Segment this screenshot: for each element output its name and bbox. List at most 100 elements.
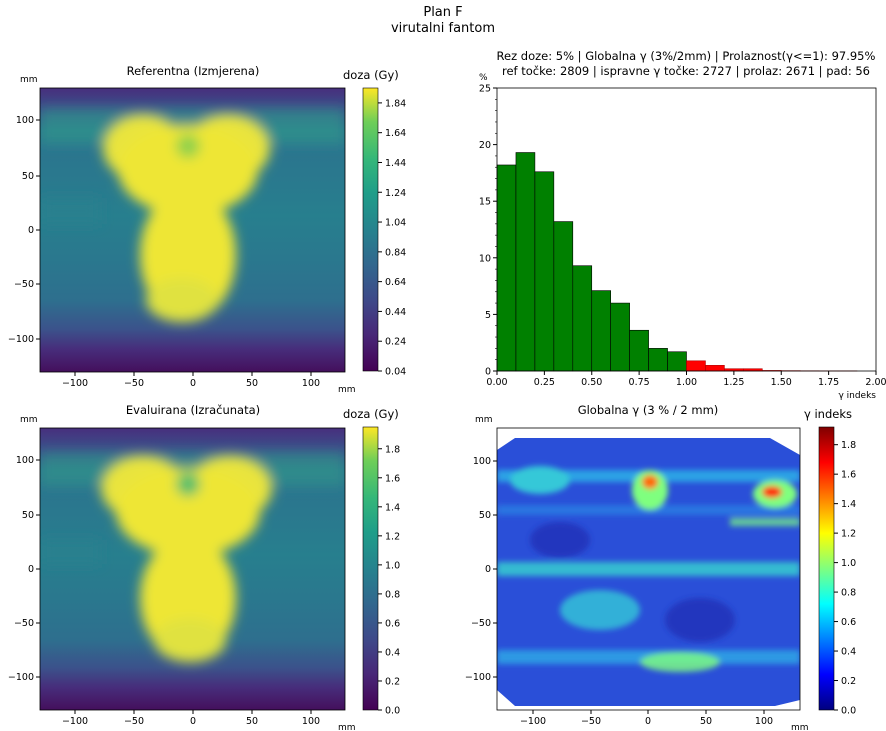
histogram-ytick-label: 10 bbox=[479, 253, 491, 264]
cbar-tick-label: 1.2 bbox=[385, 531, 400, 542]
cbar-tick-label: 0.8 bbox=[385, 589, 400, 600]
reference-x-axis: −100 −50 0 50 100 bbox=[62, 372, 320, 389]
histogram-bar bbox=[667, 351, 687, 372]
cbar-tick-label: 1.4 bbox=[385, 502, 400, 513]
reference-heatmap bbox=[40, 88, 345, 372]
ref-ytick-m50: −50 bbox=[14, 279, 34, 290]
histogram-title-line2: ref točke: 2809 | ispravne γ točke: 2727… bbox=[502, 64, 870, 78]
gamma-x-axis: −100 −50 0 50 100 bbox=[520, 710, 773, 727]
histogram-xtick-label: 0.00 bbox=[486, 377, 507, 388]
cbar-tick-label: 0.0 bbox=[841, 706, 856, 717]
cbar-tick-label: 0.2 bbox=[385, 676, 400, 687]
cbar-tick-label: 0.4 bbox=[385, 647, 400, 658]
ref-ytick-100: 100 bbox=[16, 115, 34, 126]
histogram-xtick-label: 1.75 bbox=[818, 377, 839, 388]
histogram-bar bbox=[591, 290, 612, 372]
cbar-tick-label: 1.6 bbox=[385, 473, 400, 484]
cbar-tick-label: 1.64 bbox=[385, 128, 406, 139]
histogram-ytick-label: 5 bbox=[485, 310, 491, 321]
cbar-tick-label: 1.2 bbox=[841, 529, 856, 540]
cbar-tick-label: 0.44 bbox=[385, 307, 406, 318]
gam-ytick-0: 0 bbox=[485, 564, 491, 575]
histogram-title-line1: Rez doze: 5% | Globalna γ (3%/2mm) | Pro… bbox=[497, 49, 876, 63]
cbar-tick-label: 0.6 bbox=[385, 618, 400, 629]
gamma-heatmap bbox=[497, 428, 800, 710]
reference-x-unit: mm bbox=[338, 385, 356, 395]
eval-xtick-50: 50 bbox=[246, 716, 258, 727]
reference-colorbar bbox=[362, 87, 379, 372]
histogram-ytick-label: 20 bbox=[479, 140, 491, 151]
ref-xtick-50: 50 bbox=[246, 378, 258, 389]
cbar-tick-label: 1.0 bbox=[385, 560, 400, 571]
gamma-cbar-ticks: 0.0 0.2 0.4 0.6 0.8 1.0 1.2 1.4 1.6 1.8 bbox=[834, 440, 856, 717]
reference-dose-panel: Referentna (Izmjerena) mm 100 50 bbox=[8, 64, 406, 395]
histogram-ytick-label: 25 bbox=[479, 84, 491, 95]
ref-ytick-50: 50 bbox=[22, 171, 34, 182]
evaluated-heatmap bbox=[40, 428, 345, 710]
cbar-tick-label: 1.84 bbox=[385, 98, 406, 109]
gam-ytick-m100: −100 bbox=[465, 672, 491, 683]
ref-xtick-0: 0 bbox=[190, 378, 196, 389]
reference-cbar-ticks: 0.04 0.24 0.44 0.64 0.84 1.04 1.24 1.44 1.64 1.84 bbox=[378, 98, 406, 378]
ref-xtick-100: 100 bbox=[302, 378, 320, 389]
ref-xtick-m100: −100 bbox=[62, 378, 88, 389]
gamma-x-unit: mm bbox=[791, 723, 809, 731]
gam-xtick-50: 50 bbox=[700, 716, 712, 727]
gam-xtick-m50: −50 bbox=[581, 716, 601, 727]
histogram-y-ticks: 0 5 10 15 20 25 bbox=[479, 84, 497, 378]
cbar-tick-label: 0.04 bbox=[385, 367, 406, 378]
cbar-tick-label: 1.04 bbox=[385, 218, 406, 229]
gam-ytick-50: 50 bbox=[479, 510, 491, 521]
eval-ytick-m50: −50 bbox=[14, 618, 34, 629]
histogram-xtick-label: 0.75 bbox=[629, 377, 650, 388]
cbar-tick-label: 1.0 bbox=[841, 558, 856, 569]
cbar-tick-label: 0.64 bbox=[385, 277, 406, 288]
histogram-x-label: γ indeks bbox=[838, 391, 876, 401]
gam-xtick-0: 0 bbox=[645, 716, 651, 727]
ref-ytick-m100: −100 bbox=[8, 334, 34, 345]
histogram-xtick-label: 2.00 bbox=[865, 377, 886, 388]
cbar-tick-label: 0.8 bbox=[841, 588, 856, 599]
histogram-bar bbox=[496, 164, 517, 372]
eval-ytick-m100: −100 bbox=[8, 672, 34, 683]
eval-xtick-100: 100 bbox=[302, 716, 320, 727]
evaluated-x-unit: mm bbox=[338, 723, 356, 731]
cbar-tick-label: 1.6 bbox=[841, 470, 856, 481]
histogram-xtick-label: 0.50 bbox=[581, 377, 602, 388]
histogram-xtick-label: 1.00 bbox=[676, 377, 697, 388]
gam-xtick-m100: −100 bbox=[520, 716, 546, 727]
evaluated-cbar-ticks: 0.0 0.2 0.4 0.6 0.8 1.0 1.2 1.4 1.6 1.8 bbox=[378, 444, 400, 717]
histogram-ytick-label: 0 bbox=[485, 367, 491, 378]
histogram-xtick-label: 0.25 bbox=[534, 377, 555, 388]
eval-xtick-0: 0 bbox=[190, 716, 196, 727]
cbar-tick-label: 0.84 bbox=[385, 247, 406, 258]
eval-xtick-m50: −50 bbox=[124, 716, 144, 727]
histogram-bar bbox=[553, 221, 574, 372]
reference-y-axis: 100 50 0 −50 −100 bbox=[8, 115, 40, 345]
figure-title: Plan F bbox=[423, 5, 462, 20]
gam-xtick-100: 100 bbox=[755, 716, 773, 727]
histogram-y-label: % bbox=[479, 73, 488, 83]
eval-ytick-0: 0 bbox=[28, 564, 34, 575]
gamma-y-axis: 100 50 0 −50 −100 bbox=[465, 456, 497, 683]
evaluated-colorbar bbox=[362, 426, 379, 711]
reference-title: Referentna (Izmjerena) bbox=[127, 64, 260, 78]
histogram-bar bbox=[610, 302, 630, 372]
histogram-ytick-label: 15 bbox=[479, 197, 491, 208]
gam-ytick-m50: −50 bbox=[471, 618, 491, 629]
histogram-bar bbox=[572, 265, 593, 372]
cbar-tick-label: 1.4 bbox=[841, 499, 856, 510]
cbar-tick-label: 1.44 bbox=[385, 158, 406, 169]
histogram-bar bbox=[705, 365, 725, 372]
ref-xtick-m50: −50 bbox=[124, 378, 144, 389]
cbar-tick-label: 0.0 bbox=[385, 706, 400, 717]
cbar-tick-label: 1.24 bbox=[385, 188, 406, 199]
ref-ytick-0: 0 bbox=[28, 225, 34, 236]
gamma-y-unit: mm bbox=[475, 415, 493, 425]
evaluated-y-axis: 100 50 0 −50 −100 bbox=[8, 455, 40, 683]
histogram-bar bbox=[534, 171, 555, 372]
histogram-panel: Rez doze: 5% | Globalna γ (3%/2mm) | Pro… bbox=[479, 49, 886, 401]
gam-ytick-100: 100 bbox=[473, 456, 491, 467]
eval-ytick-50: 50 bbox=[22, 510, 34, 521]
